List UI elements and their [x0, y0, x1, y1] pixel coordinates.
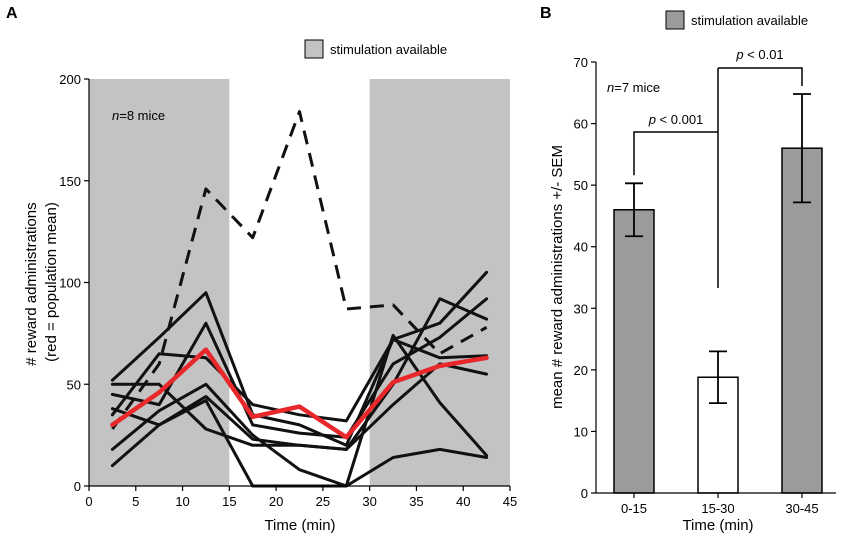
panel-a-ticks: 0 5 10 15 20 25 30 35 40 45 0 50 100 150 200	[59, 72, 517, 509]
y-tick-label: 50	[574, 178, 588, 193]
panel-a-legend-swatch	[304, 39, 324, 59]
stimulation-shade-2	[369, 79, 510, 486]
panel-a-y-label-line1: # reward administrations	[23, 202, 40, 365]
significance-label-1: p < 0.001	[648, 112, 704, 127]
panel-a-annotation: n=8 mice	[112, 108, 165, 123]
y-tick-label: 200	[59, 72, 81, 87]
panel-b-ticks: 0-15 15-30 30-45 0 10 20 30 40 50 60 70	[574, 55, 819, 516]
x-tick-label: 30	[362, 494, 376, 509]
panel-b-y-label: mean # reward administrations +/- SEM	[549, 145, 566, 409]
y-tick-label: 0	[581, 486, 588, 501]
y-tick-label: 10	[574, 424, 588, 439]
mouse-line	[110, 338, 489, 423]
y-tick-label: 30	[574, 301, 588, 316]
significance-bracket-2	[718, 67, 803, 87]
panel-b-legend: stimulation available	[665, 10, 808, 30]
y-tick-label: 100	[59, 276, 81, 291]
panel-a-legend-label: stimulation available	[330, 42, 447, 57]
x-tick-label: 15-30	[701, 501, 734, 516]
panel-b-bars	[613, 93, 823, 494]
x-tick-label: 0-15	[621, 501, 647, 516]
significance-label-2: p < 0.01	[735, 47, 783, 62]
panel-b-legend-swatch	[665, 10, 685, 30]
mouse-line-dashed	[111, 110, 488, 430]
population-mean-line	[110, 347, 489, 440]
y-tick-label: 0	[74, 479, 81, 494]
x-tick-label: 5	[132, 494, 139, 509]
panel-a-shading	[89, 79, 510, 486]
x-tick-label: 25	[316, 494, 330, 509]
y-tick-label: 40	[574, 240, 588, 255]
panel-b-label: B	[540, 5, 552, 22]
panel-a-y-label: # reward administrations (red = populati…	[23, 198, 60, 366]
panel-a-label: A	[6, 5, 18, 22]
significance-bracket-1	[633, 131, 718, 176]
panel-b-significance: p < 0.001 p < 0.01	[633, 47, 803, 288]
panel-a-x-label: Time (min)	[264, 517, 335, 534]
panel-a-lines	[110, 110, 489, 488]
y-tick-label: 50	[67, 377, 81, 392]
x-tick-label: 20	[269, 494, 283, 509]
mouse-line	[110, 333, 489, 488]
x-tick-label: 30-45	[785, 501, 818, 516]
y-tick-label: 70	[574, 55, 588, 70]
y-tick-label: 150	[59, 174, 81, 189]
bar-0-15	[613, 209, 655, 494]
x-tick-label: 35	[409, 494, 423, 509]
panel-b-legend-label: stimulation available	[691, 13, 808, 28]
x-tick-label: 10	[175, 494, 189, 509]
panel-b-axes	[595, 62, 836, 494]
panel-a: A stimulation available n=8 mice 0 5 10 15 2…	[6, 5, 517, 534]
panel-a-legend: stimulation available	[304, 39, 447, 59]
x-tick-label: 40	[456, 494, 470, 509]
panel-b-annotation: n=7 mice	[607, 80, 660, 95]
stimulation-shade-1	[89, 79, 230, 486]
panel-b: B stimulation available n=7 mice p < 0.0…	[540, 5, 836, 534]
mouse-line	[110, 362, 489, 451]
y-tick-label: 20	[574, 363, 588, 378]
y-tick-label: 60	[574, 117, 588, 132]
x-tick-label: 0	[85, 494, 92, 509]
panel-a-y-label-line2: (red = population mean)	[43, 202, 60, 362]
x-tick-label: 45	[503, 494, 517, 509]
panel-b-x-label: Time (min)	[682, 517, 753, 534]
x-tick-label: 15	[222, 494, 236, 509]
